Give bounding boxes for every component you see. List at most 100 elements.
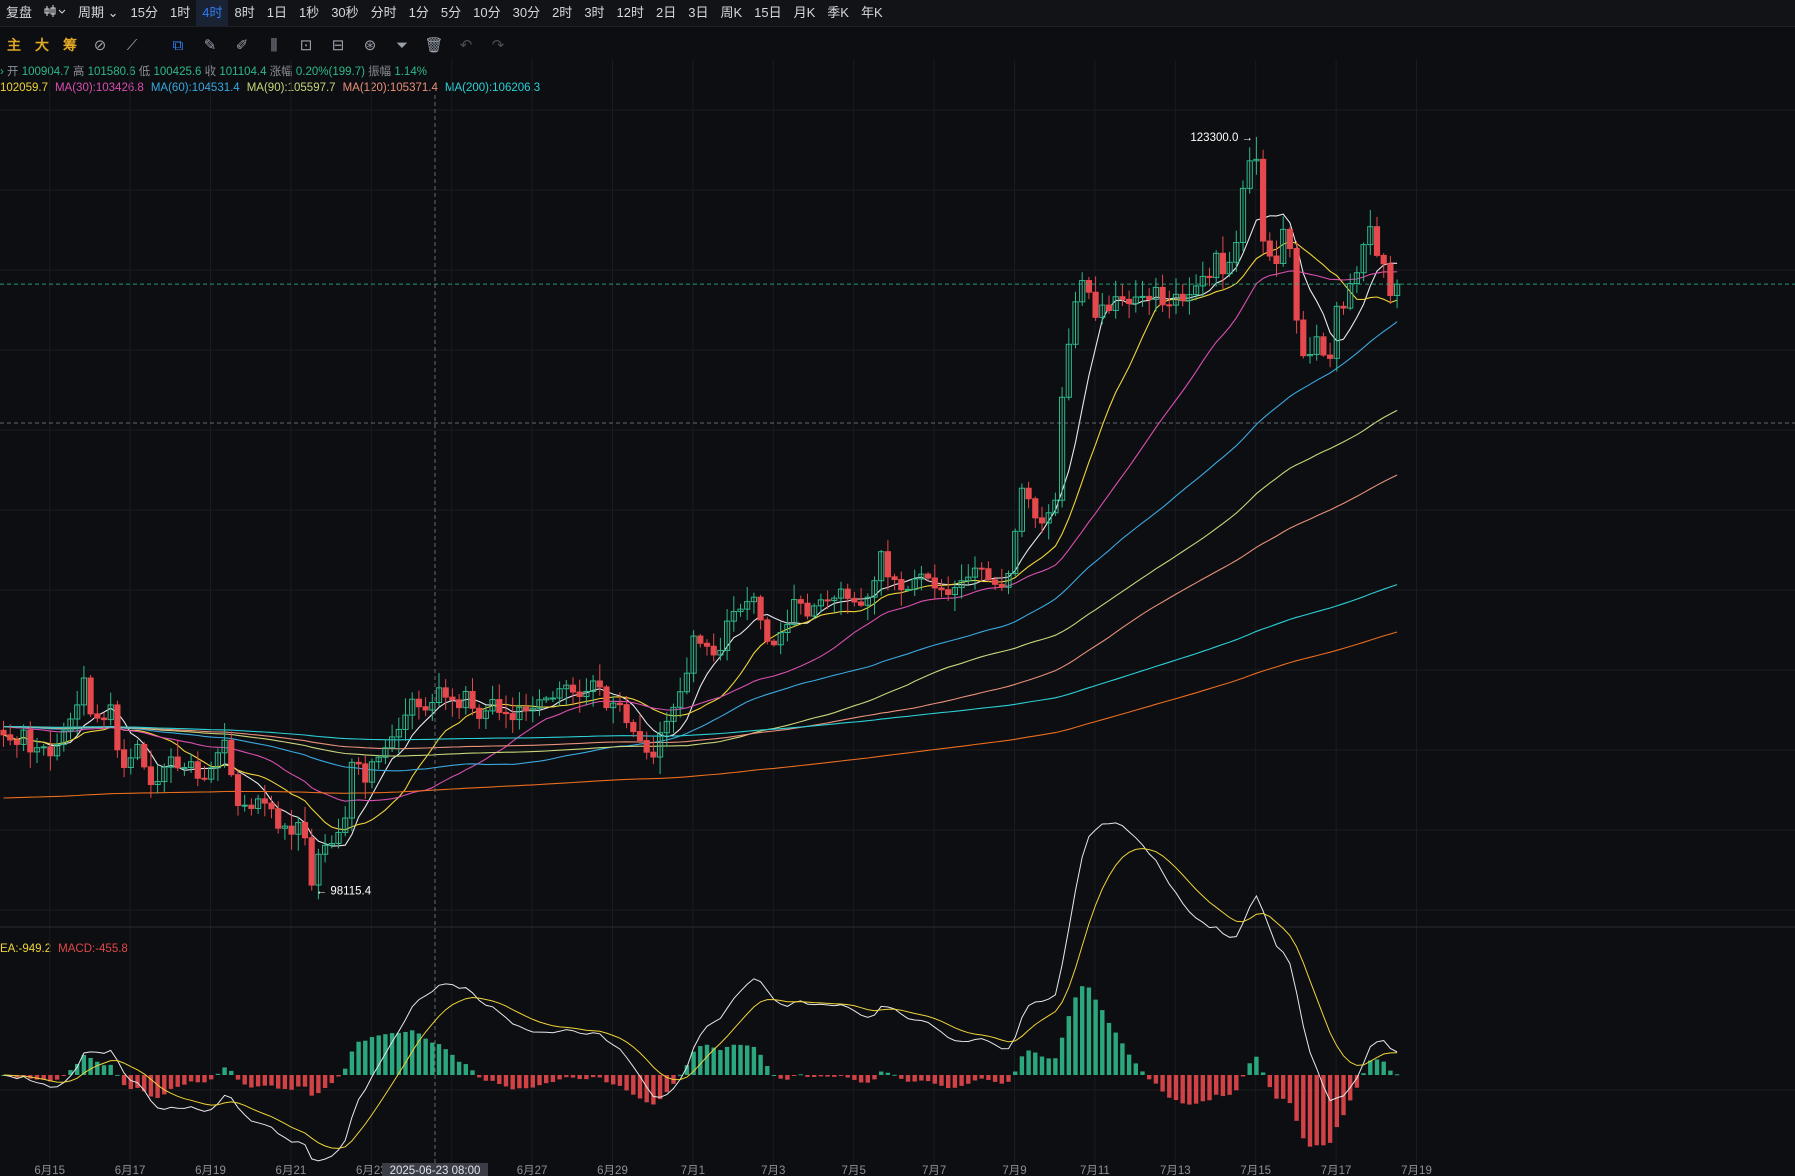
x-tick-label: 6月17 xyxy=(115,1165,146,1176)
candle-body xyxy=(87,677,94,715)
timeframe-18[interactable]: 15日 xyxy=(754,5,782,20)
candle-body xyxy=(1146,295,1153,300)
timeframe-21[interactable]: 年K xyxy=(860,5,883,20)
candle-compare-icon[interactable]: ⫼ xyxy=(270,36,278,54)
edit-icon[interactable]: ⊟ xyxy=(331,37,345,54)
timeframe-10[interactable]: 10分 xyxy=(473,5,501,20)
main-indicator-button[interactable]: 主 xyxy=(7,37,21,53)
macd-histogram-bar xyxy=(778,1075,783,1079)
candle-body xyxy=(362,763,369,783)
candle-body xyxy=(992,579,999,585)
timeframe-17[interactable]: 周K xyxy=(720,5,743,20)
timeframe-13[interactable]: 3时 xyxy=(584,5,605,20)
macd-histogram-bar xyxy=(1126,1054,1132,1075)
candle-body xyxy=(275,808,282,829)
candle-body xyxy=(322,844,329,855)
candle-body xyxy=(214,752,222,769)
candle-body xyxy=(1079,280,1086,303)
magnet-icon[interactable]: ⊛ xyxy=(363,37,377,54)
macd-histogram-bar xyxy=(979,1075,984,1079)
candle-body xyxy=(1360,244,1367,274)
macd-histogram-bar xyxy=(1254,1056,1259,1075)
timeframe-15[interactable]: 2日 xyxy=(656,5,677,20)
macd-histogram-bar xyxy=(825,1075,830,1077)
macd-histogram-bar xyxy=(1006,1075,1011,1082)
macd-histogram-bar xyxy=(731,1044,736,1075)
candle-body xyxy=(690,635,697,674)
timeframe-3[interactable]: 8时 xyxy=(234,5,255,20)
macd-histogram-bar xyxy=(416,1033,422,1075)
candle-body xyxy=(1012,530,1019,575)
macd-histogram-bar xyxy=(436,1044,442,1075)
timeframe-14[interactable]: 12时 xyxy=(616,5,645,20)
x-tick-label: 7月11 xyxy=(1080,1165,1110,1176)
pencil-icon[interactable]: ✎ xyxy=(203,37,217,54)
candle-body xyxy=(27,729,34,753)
macd-histogram-bar xyxy=(1046,1058,1051,1075)
replay-button[interactable]: 复盘 xyxy=(6,5,33,20)
redo-icon[interactable]: ↷ xyxy=(491,37,505,54)
macd-histogram-bar xyxy=(1294,1075,1299,1121)
timeframe-12[interactable]: 2时 xyxy=(552,5,573,20)
macd-histogram-bar xyxy=(336,1075,341,1077)
period-dropdown[interactable]: 周期 ⌄ xyxy=(72,0,125,26)
candle-body xyxy=(368,761,376,783)
macd-histogram-bar xyxy=(852,1075,857,1080)
timeframe-1[interactable]: 1时 xyxy=(170,5,191,20)
candle-body xyxy=(797,599,804,604)
lock-icon[interactable]: ⊡ xyxy=(299,37,313,54)
draw-icon[interactable]: ⟋ xyxy=(126,36,138,54)
timeframe-6[interactable]: 30秒 xyxy=(331,5,359,20)
macd-histogram-bar xyxy=(946,1075,951,1089)
timeframe-2[interactable]: 4时 xyxy=(196,0,229,26)
macd-histogram-bar xyxy=(108,1064,113,1075)
indicator-icon[interactable]: ⊘ xyxy=(93,37,107,54)
candle-body xyxy=(596,680,603,688)
candlestick-icon[interactable] xyxy=(38,0,72,26)
timeframe-9[interactable]: 5分 xyxy=(440,5,462,20)
macd-histogram-bar xyxy=(1394,1074,1400,1076)
chips-button[interactable]: 筹 xyxy=(63,37,77,53)
macd-histogram-bar xyxy=(356,1041,361,1075)
timeframe-11[interactable]: 30分 xyxy=(512,5,541,20)
timeframe-19[interactable]: 月K xyxy=(793,5,816,20)
candle-body xyxy=(683,672,690,693)
timeframe-20[interactable]: 季K xyxy=(827,5,849,20)
top-toolbar: 复盘 周期 ⌄ 15分 1时 4时 8时 1日 1秒 30秒 分时 1分 5分 10分 30分 2时 3时… xyxy=(0,0,1795,27)
candle-body xyxy=(1333,305,1340,359)
timeframe-7[interactable]: 分时 xyxy=(370,5,397,20)
timeframe-8[interactable]: 1分 xyxy=(408,5,429,20)
timeframe-4[interactable]: 1日 xyxy=(266,5,287,20)
macd-histogram-bar xyxy=(128,1075,133,1089)
timeframe-5[interactable]: 1秒 xyxy=(298,5,320,20)
macd-histogram-bar xyxy=(1013,1071,1018,1075)
candle-body xyxy=(824,599,831,602)
macd-histogram-bar xyxy=(1140,1071,1145,1075)
undo-icon[interactable]: ↶ xyxy=(459,37,473,54)
timeframe-0[interactable]: 15分 xyxy=(130,5,159,20)
candle-body xyxy=(94,713,101,719)
macd-histogram-bar xyxy=(678,1074,683,1076)
ma-long-line xyxy=(3,631,1398,799)
x-tick-label: 6月15 xyxy=(34,1165,65,1176)
candle-body xyxy=(1119,296,1126,300)
x-tick-label: 6月29 xyxy=(597,1165,628,1176)
macd-histogram-bar xyxy=(590,1075,596,1078)
candle-body xyxy=(918,573,925,580)
filter-icon[interactable]: ⏷ xyxy=(395,36,408,54)
candle-body xyxy=(556,688,563,699)
big-order-button[interactable]: 大 xyxy=(35,37,49,53)
macd-histogram-bar xyxy=(343,1068,348,1075)
macd-histogram-bar xyxy=(617,1075,623,1086)
candle-body xyxy=(831,597,838,601)
trash-icon[interactable]: 🗑 xyxy=(424,37,444,54)
candle-body xyxy=(181,766,188,769)
candle-body xyxy=(630,722,637,733)
rectangle-select-icon[interactable]: ⧉ xyxy=(172,36,184,54)
macd-histogram-bar xyxy=(470,1070,475,1075)
candle-body xyxy=(1132,296,1139,305)
brush-icon[interactable]: ✐ xyxy=(235,37,249,54)
timeframe-16[interactable]: 3日 xyxy=(688,5,709,20)
macd-histogram-bar xyxy=(1160,1075,1165,1092)
